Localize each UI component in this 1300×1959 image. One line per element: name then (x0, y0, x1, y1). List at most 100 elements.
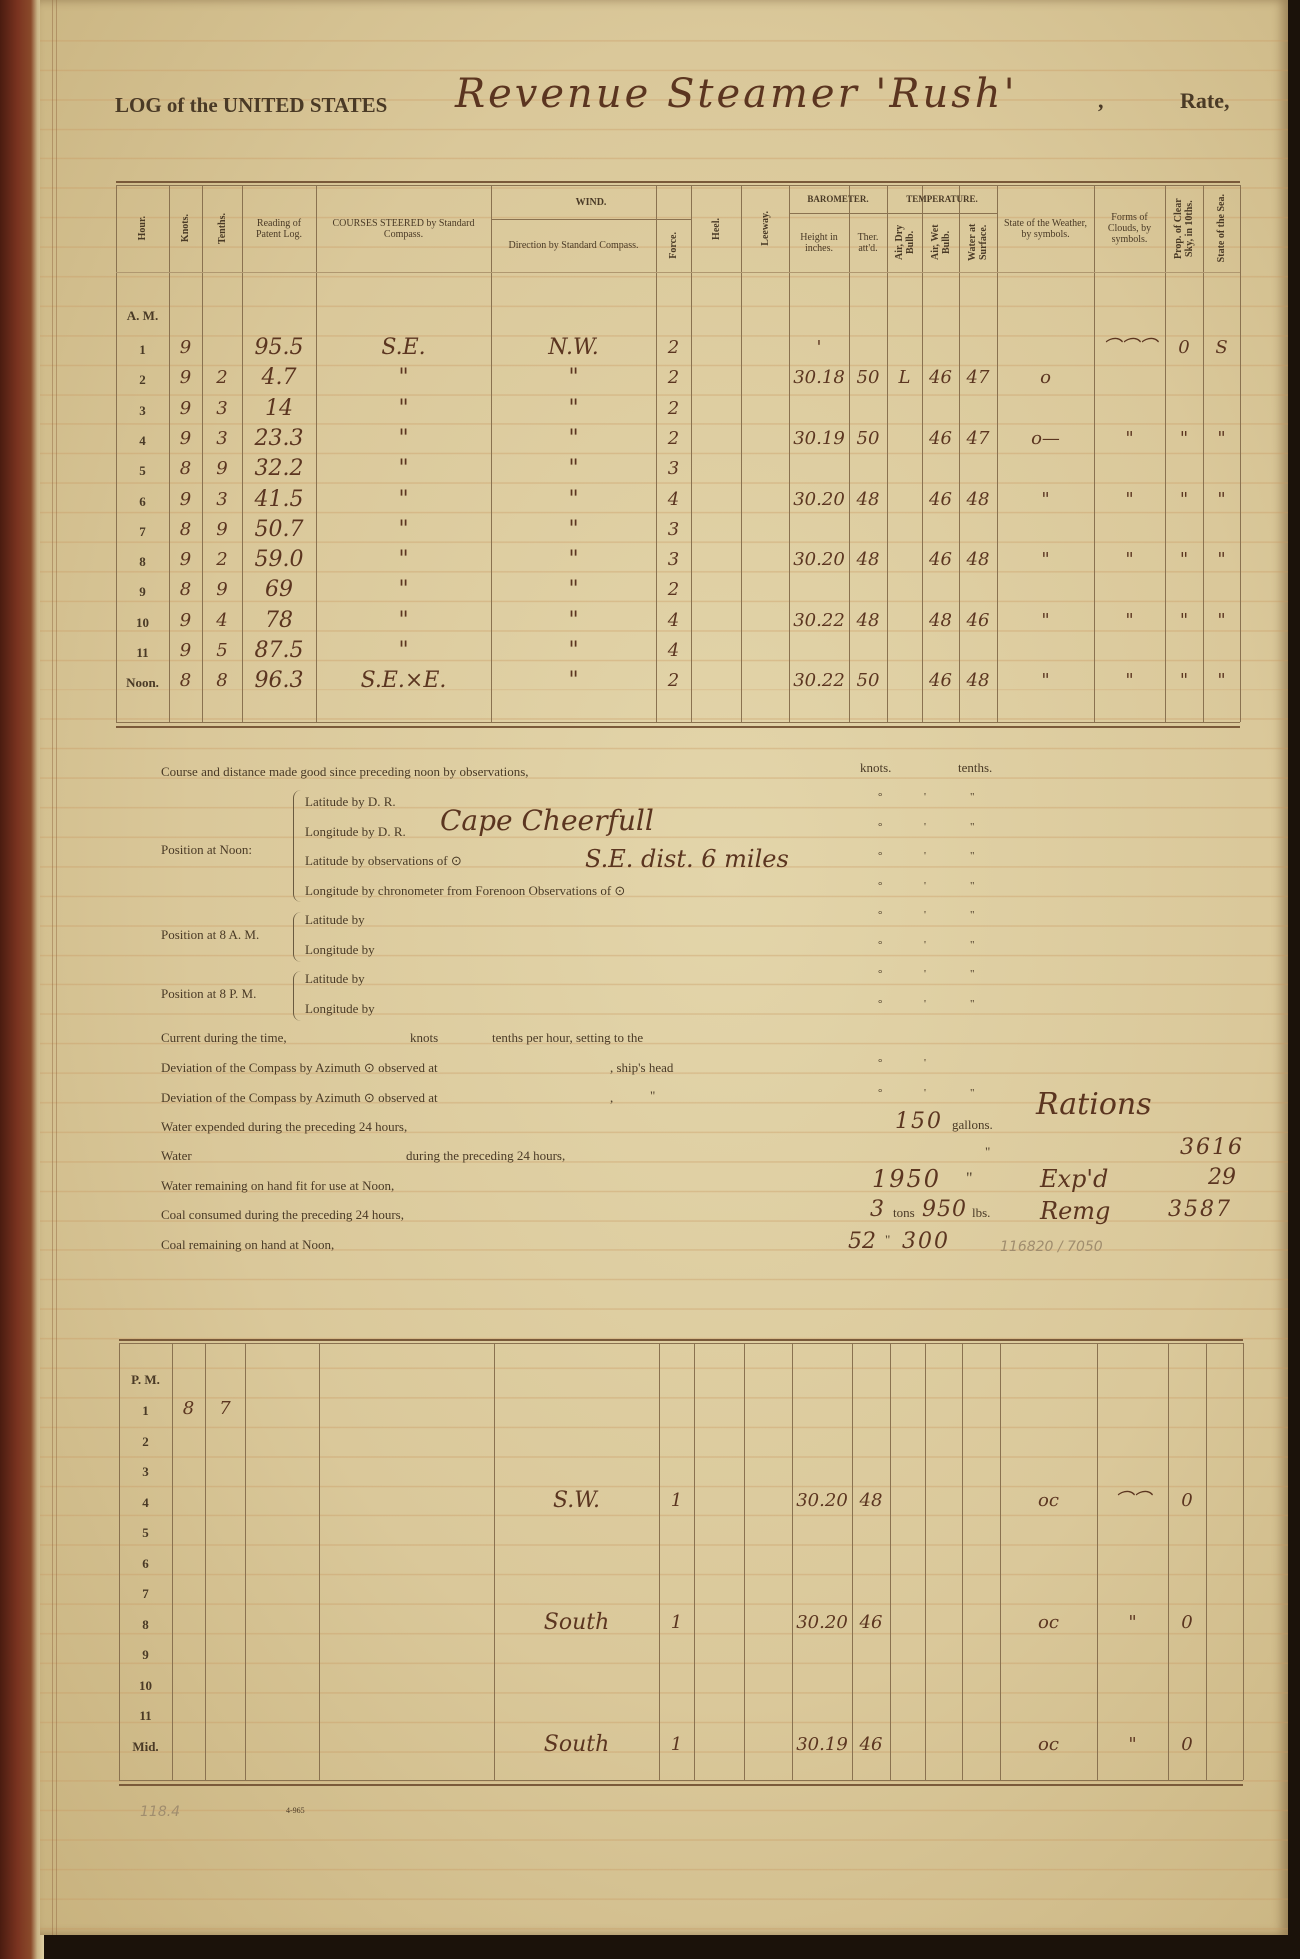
coal-consumed-lbs: 950 (922, 1197, 967, 1222)
column-line (116, 185, 117, 722)
cell-wind-dir: " (568, 638, 579, 663)
position-noon-label: Position at Noon: (161, 842, 253, 857)
wind-subline (491, 219, 691, 220)
cell-wind-dir: South (543, 1609, 610, 1635)
cell-water-surface: 47 (966, 427, 990, 449)
dms-sec: " (970, 850, 975, 862)
header-clouds: Forms of Clouds, by symbols. (1107, 212, 1152, 245)
cell-weather: o (1040, 367, 1051, 389)
cell-patent-log: 87.5 (254, 638, 304, 663)
header-knots-text: Knots. (180, 214, 191, 243)
cell-patent-log: 4.7 (261, 365, 297, 391)
cell-force: 3 (667, 458, 680, 480)
cell-water-surface: 48 (966, 488, 990, 510)
water-remaining-label: Water remaining on hand fit for use at N… (161, 1178, 395, 1193)
table-top-line (119, 1343, 1243, 1344)
current-label: Current during the time, (161, 1030, 287, 1045)
dms-min: ' (924, 880, 926, 892)
cell-tenths: 5 (216, 640, 228, 661)
cell-clouds: ⌒⌒⌒ (1102, 337, 1157, 358)
cell-air-wet: 48 (929, 609, 952, 631)
cell-air-wet: 46 (929, 549, 952, 571)
hour-label: 9 (142, 1647, 149, 1662)
cell-bar-height: 30.22 (793, 609, 845, 631)
header-bar-height: Height in inches. (800, 231, 838, 254)
cell-knots: 9 (179, 640, 192, 661)
coal-remaining-lbs: 300 (902, 1229, 950, 1254)
table-bottom-line (116, 722, 1240, 723)
brace-8pm (293, 971, 302, 1021)
hour-label: 7 (142, 1586, 149, 1601)
dms-sec: " (970, 939, 975, 951)
dms-min: ' (924, 1057, 926, 1069)
hour-label: 11 (139, 1708, 152, 1723)
cell-clouds: ⌒⌒ (1114, 1489, 1151, 1511)
dms-sec: " (970, 821, 975, 833)
cell-tenths: 2 (216, 367, 228, 389)
lbs-label: lbs. (972, 1205, 991, 1220)
rations-expended-value: 29 (1208, 1165, 1236, 1190)
cell-knots: 8 (179, 579, 192, 601)
knots-label: knots. (860, 760, 892, 775)
tenths-label: tenths. (958, 760, 993, 775)
dms-min: ' (924, 909, 926, 921)
ships-head-label: , ship's head (610, 1060, 674, 1075)
hour-label: 10 (139, 1677, 152, 1693)
table-top-line (116, 185, 1240, 186)
cell-wind-dir: " (568, 547, 579, 573)
deviation-label-1: Deviation of the Compass by Azimuth ⊙ ob… (161, 1060, 438, 1075)
column-line (494, 1343, 495, 1780)
cell-knots: 8 (179, 518, 192, 540)
dms-min: ' (924, 821, 926, 833)
position-8am-label: Position at 8 A. M. (161, 927, 260, 942)
column-line (962, 1343, 963, 1780)
water-remaining-value: 1950 (872, 1165, 942, 1193)
cell-wind-dir: " (568, 668, 579, 694)
column-line (202, 185, 203, 722)
water-remaining-ditto: " (966, 1170, 973, 1187)
column-line (319, 1343, 320, 1780)
cell-ther-attd: 50 (856, 427, 880, 449)
cell-force: 2 (667, 670, 680, 692)
cell-knots: 9 (179, 549, 192, 571)
header-course: COURSES STEERED by Standard Compass. (332, 217, 475, 240)
column-line (852, 1343, 853, 1780)
cell-water-surface: 46 (966, 609, 990, 631)
lat-8pm-label: Latitude by (305, 971, 365, 986)
header-ther-attd: Ther. att'd. (857, 231, 879, 254)
lon-dr-label: Longitude by D. R. (305, 824, 406, 839)
column-line (1243, 1343, 1244, 1780)
handwritten-position-2: S.E. dist. 6 miles (585, 845, 789, 873)
column-line (694, 1343, 695, 1780)
column-line (792, 1343, 793, 1780)
cell-bar-height: 30.20 (796, 1611, 848, 1633)
table-bottom-line (119, 1780, 1243, 1781)
cell-knots: 9 (179, 367, 192, 389)
cell-wind-dir: " (568, 395, 579, 421)
hour-label: 2 (139, 372, 146, 388)
position-8pm-label: Position at 8 P. M. (161, 986, 257, 1001)
cell-bar-height: 30.19 (793, 427, 845, 449)
water-expended-label: Water expended during the preceding 24 h… (161, 1119, 408, 1134)
header-clear-sky-text: Prop. of Clear Sky, in 10ths. (1173, 198, 1195, 259)
water-ditto: " (985, 1144, 991, 1159)
lon-8am-label: Longitude by (305, 942, 375, 957)
cell-tenths: 9 (216, 579, 228, 601)
log-title: LOG of the UNITED STATES (115, 93, 388, 117)
cell-tenths: 2 (216, 549, 228, 571)
cell-knots: 9 (179, 488, 192, 510)
cell-air-wet: 46 (929, 427, 952, 449)
hour-label: 10 (136, 614, 149, 630)
coal-consumed-label: Coal consumed during the preceding 24 ho… (161, 1207, 404, 1222)
cell-weather: " (1041, 549, 1050, 571)
header-air-wet: Air, Wet Bulb. (922, 213, 959, 272)
period-label: P. M. (131, 1372, 160, 1387)
dms-min: ' (924, 968, 926, 980)
cell-tenths: 3 (216, 397, 228, 419)
cell-clouds: " (1125, 488, 1134, 510)
header-wind-group: WIND. (575, 196, 607, 208)
column-line (997, 185, 998, 722)
cell-knots: 8 (179, 458, 192, 480)
cell-patent-log: 96.3 (254, 668, 304, 694)
water-during-label: during the preceding 24 hours, (406, 1148, 566, 1163)
